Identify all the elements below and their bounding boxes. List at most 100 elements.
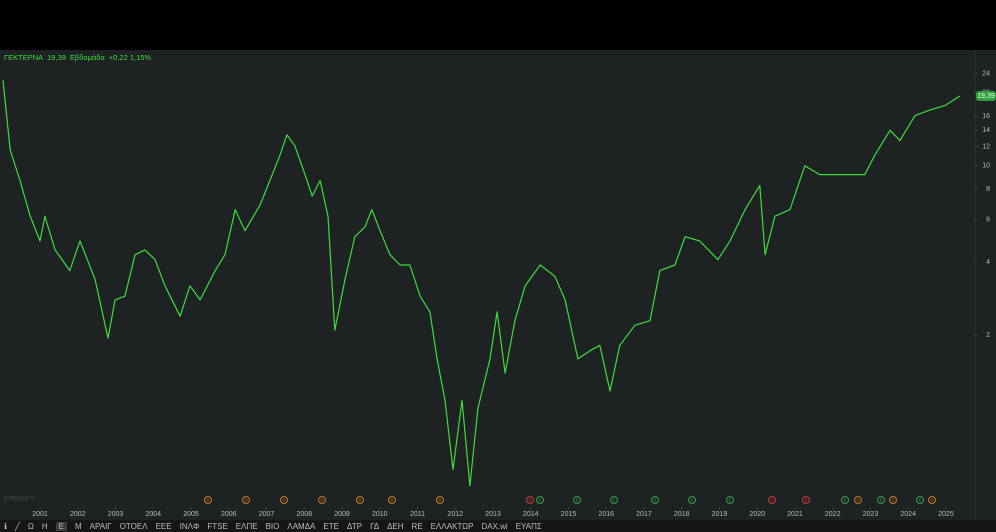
event-marker-label: E	[575, 498, 578, 503]
info-icon[interactable]: ℹ	[4, 521, 8, 531]
y-tick-label: 16	[982, 113, 990, 120]
top-bar	[0, 0, 996, 50]
event-marker-label: E	[612, 498, 615, 503]
event-marker-label: D	[930, 498, 934, 503]
header: ΓΕΚΤΕΡΝΑ 19,39 Εβδομάδα +0,22 1,15%	[4, 53, 151, 62]
y-tick-label: 10	[982, 163, 990, 170]
event-marker-label: E	[770, 498, 773, 503]
event-marker	[688, 496, 696, 504]
event-marker	[802, 496, 810, 504]
header-symbol: ΓΕΚΤΕΡΝΑ	[4, 53, 43, 62]
event-marker	[242, 496, 250, 504]
event-marker-label: E	[918, 498, 921, 503]
event-marker-label: D	[358, 498, 362, 503]
x-tick-label: 2003	[108, 511, 124, 518]
header-price: 19,39	[47, 53, 66, 62]
event-marker	[854, 496, 862, 504]
event-marker-label: D	[244, 498, 248, 503]
toolbar-item[interactable]: E	[55, 521, 67, 531]
x-tick-label: 2008	[296, 511, 312, 518]
toolbar-item[interactable]: ΒΙΟ	[265, 521, 280, 531]
toolbar-item[interactable]: ΕΕΕ	[155, 521, 172, 531]
x-tick-label: 2022	[825, 511, 841, 518]
x-tick-label: 2025	[938, 511, 954, 518]
event-marker	[610, 496, 618, 504]
toolbar-item[interactable]: ΕΥΑΠΣ	[515, 521, 542, 531]
event-marker	[726, 496, 734, 504]
event-marker-label: D	[891, 498, 895, 503]
toolbar-item[interactable]: Ω	[27, 521, 34, 531]
y-tick-label: 8	[986, 186, 990, 193]
toolbar-item[interactable]: ΔΕΗ	[387, 521, 404, 531]
event-marker-label: E	[538, 498, 541, 503]
price-badge	[976, 90, 996, 101]
event-marker	[204, 496, 212, 504]
toolbar-item[interactable]: M	[74, 521, 82, 531]
event-marker	[768, 496, 776, 504]
x-tick-label: 2016	[598, 511, 614, 518]
toolbar-item[interactable]: ΓΔ	[370, 521, 380, 531]
x-tick-label: 2024	[900, 511, 916, 518]
event-marker	[388, 496, 396, 504]
y-tick-label: 6	[986, 216, 990, 223]
event-marker-label: E	[528, 498, 531, 503]
x-tick-label: 2014	[523, 511, 539, 518]
header-change: +0,22 1,15%	[109, 53, 152, 62]
x-tick-label: 2002	[70, 511, 86, 518]
event-marker-label: D	[390, 498, 394, 503]
x-tick-label: 2006	[221, 511, 237, 518]
event-marker-label: E	[728, 498, 731, 503]
event-marker	[877, 496, 885, 504]
x-tick-label: 2001	[32, 511, 48, 518]
event-marker	[916, 496, 924, 504]
toolbar-item[interactable]: ΙΝΛΦ	[179, 521, 200, 531]
x-tick-label: 2007	[259, 511, 275, 518]
y-tick-label: 2	[986, 332, 990, 339]
event-marker	[889, 496, 897, 504]
event-marker	[318, 496, 326, 504]
toolbar-item[interactable]: FTSE	[207, 521, 228, 531]
event-marker-label: D	[320, 498, 324, 503]
event-marker	[841, 496, 849, 504]
x-tick-label: 2020	[749, 511, 765, 518]
price-badge-label: 19,39	[977, 93, 995, 100]
toolbar-item[interactable]: ΕΛΠΕ	[235, 521, 258, 531]
x-tick-label: 2015	[561, 511, 577, 518]
x-tick-label: 2004	[145, 511, 161, 518]
x-tick-label: 2011	[410, 511, 425, 518]
event-marker	[536, 496, 544, 504]
chart: ΓΕΚΤΕΡΝΑ 19,39 Εβδομάδα +0,22 1,15% 2468101…	[0, 50, 996, 520]
event-marker-label: E	[690, 498, 693, 503]
toolbar-item[interactable]: ΕΛΛΑΚΤΩΡ	[430, 521, 474, 531]
event-marker	[651, 496, 659, 504]
toolbar-item[interactable]: ΛΑΜΔΑ	[287, 521, 316, 531]
event-marker-label: D	[438, 498, 442, 503]
draw-icon[interactable]: ╱	[15, 521, 20, 531]
toolbar-item[interactable]: H	[41, 521, 48, 531]
x-tick-label: 2005	[183, 511, 199, 518]
toolbar-item[interactable]: ΟΤΟΕΛ	[119, 521, 148, 531]
y-tick-label: 14	[982, 127, 990, 134]
event-marker	[526, 496, 534, 504]
toolbar: ℹ ╱ Ω H E M ΑΡΑΙΓ ΟΤΟΕΛ ΕΕΕ ΙΝΛΦ FTSE ΕΛΠΕ ΒΙΟ ΛΑΜΔ…	[0, 520, 996, 532]
x-tick-label: 2023	[863, 511, 879, 518]
x-tick-label: 2009	[334, 511, 350, 518]
toolbar-item[interactable]: ΔΤΡ	[346, 521, 363, 531]
event-marker-label: E	[843, 498, 846, 503]
toolbar-item[interactable]: DAX.wi	[481, 521, 508, 531]
toolbar-item[interactable]: RE	[411, 521, 423, 531]
event-marker	[928, 496, 936, 504]
event-marker	[356, 496, 364, 504]
event-marker-label: E	[804, 498, 807, 503]
y-tick-label: 24	[982, 70, 990, 77]
y-tick-label: 12	[982, 143, 990, 150]
event-marker	[280, 496, 288, 504]
x-tick-label: 2021	[787, 511, 803, 518]
watermark: ETRADE™	[4, 496, 34, 503]
toolbar-item[interactable]: ΑΡΑΙΓ	[89, 521, 112, 531]
y-tick-label: 4	[986, 259, 990, 266]
x-tick-label: 2010	[372, 511, 388, 518]
toolbar-item[interactable]: ΕΤΕ	[323, 521, 339, 531]
x-tick-label: 2019	[712, 511, 728, 518]
